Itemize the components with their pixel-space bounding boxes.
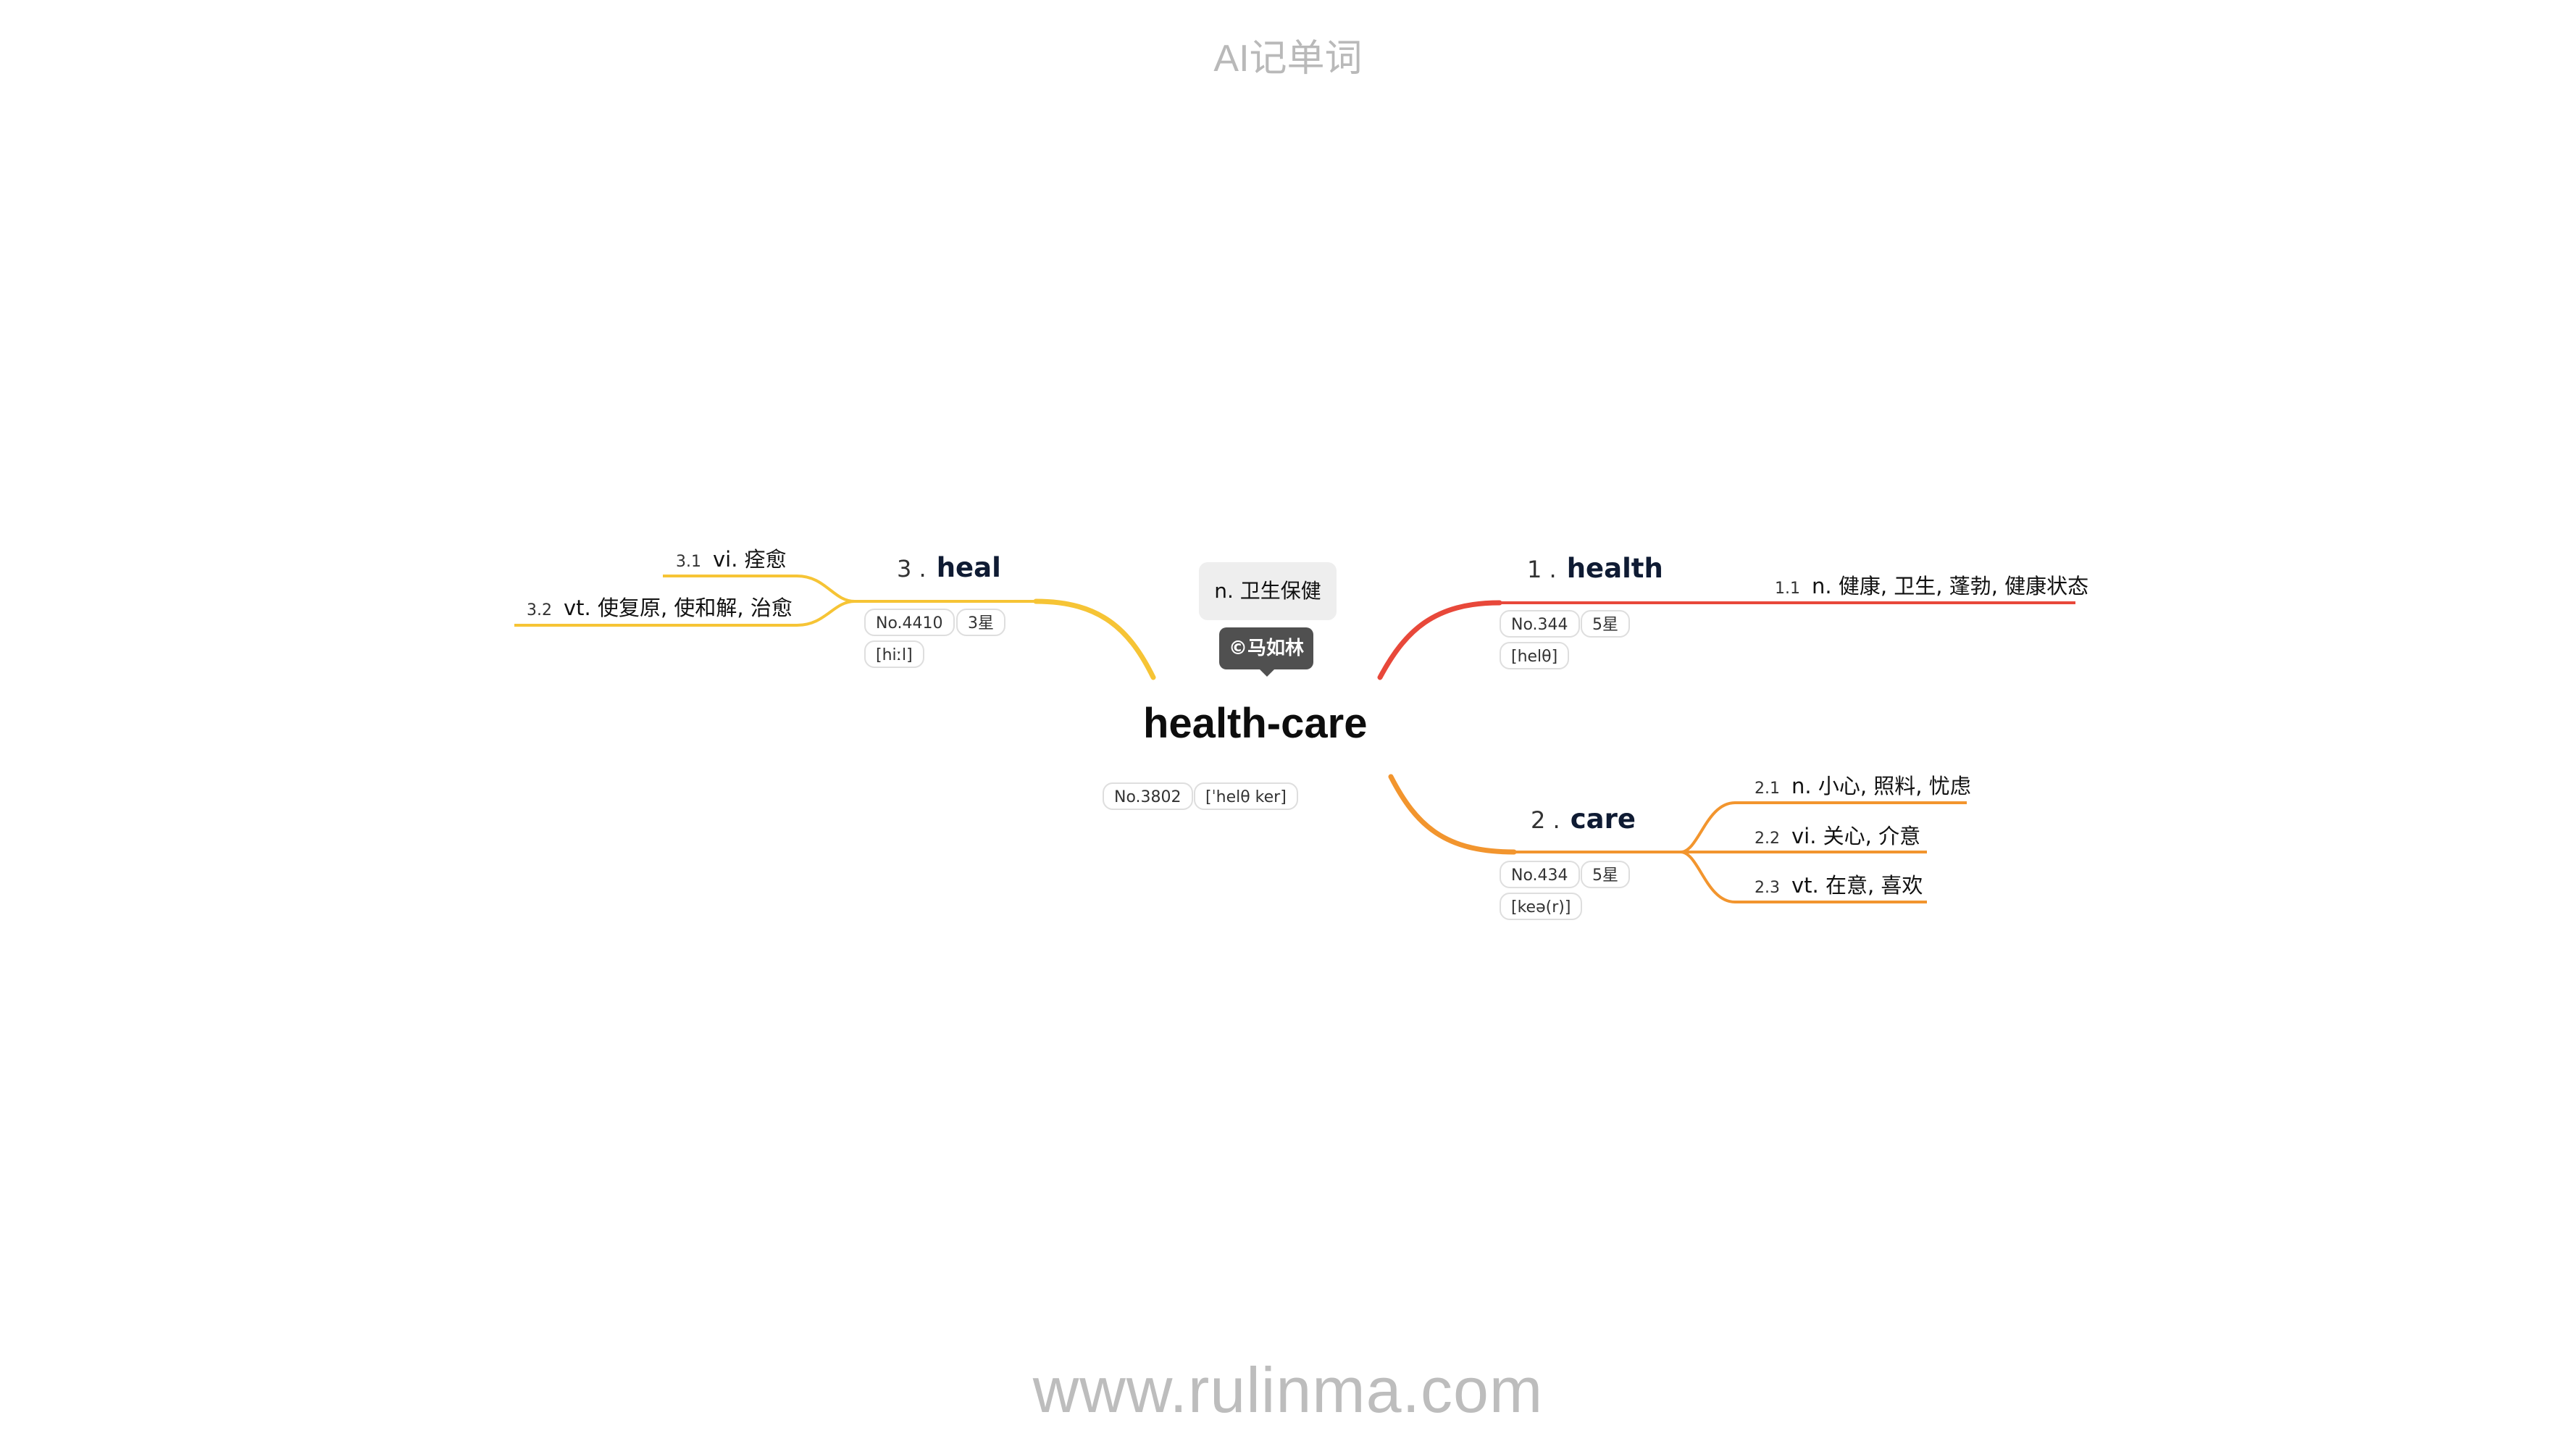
care-phonetic-tag: [keə(r)] bbox=[1500, 893, 1583, 920]
heal-phonetic-tag: [hiːl] bbox=[864, 640, 924, 668]
health-phonetic-tag: [helθ] bbox=[1500, 642, 1570, 669]
branch-index: 2 . bbox=[1531, 806, 1560, 834]
sense-text: vi. 关心, 介意 bbox=[1791, 824, 1921, 848]
branch-index: 1 . bbox=[1527, 556, 1557, 583]
sense-2-1[interactable]: 2.1 n. 小心, 照料, 忧虑 bbox=[1755, 769, 1971, 800]
sense-text: n. 小心, 照料, 忧虑 bbox=[1791, 774, 1971, 798]
author-badge: ©马如林 bbox=[1219, 627, 1313, 669]
sense-text: vt. 在意, 喜欢 bbox=[1791, 873, 1923, 898]
health-stars-tag: 5星 bbox=[1581, 610, 1630, 638]
care-number-tag: No.434 bbox=[1500, 861, 1580, 888]
link-center-heal bbox=[1033, 598, 1156, 680]
branch-care[interactable]: 2 . care bbox=[1531, 803, 1636, 835]
sense-number: 2.2 bbox=[1755, 830, 1780, 848]
center-phonetic-tag: [ˈhelθ ker] bbox=[1194, 782, 1298, 810]
sense-text: vi. 痊愈 bbox=[713, 547, 787, 572]
heal-stars-tag: 3星 bbox=[956, 609, 1005, 636]
link-heal-sense-3-1 bbox=[663, 575, 856, 603]
center-number-tag: No.3802 bbox=[1103, 782, 1193, 810]
link-care-sense-2-1 bbox=[1680, 801, 1967, 853]
health-number-tag: No.344 bbox=[1500, 610, 1580, 638]
sense-3-2[interactable]: 3.2 vt. 使复原, 使和解, 治愈 bbox=[527, 591, 793, 622]
sense-3-1[interactable]: 3.1 vi. 痊愈 bbox=[676, 543, 787, 573]
branch-health[interactable]: 1 . health bbox=[1527, 553, 1663, 584]
app-title: AI记单词 bbox=[1213, 38, 1363, 80]
sense-2-3[interactable]: 2.3 vt. 在意, 喜欢 bbox=[1755, 869, 1923, 899]
link-center-care bbox=[1388, 774, 1517, 855]
branch-word: heal bbox=[936, 552, 1001, 583]
branch-heal[interactable]: 3 . heal bbox=[897, 552, 1001, 583]
sense-number: 2.3 bbox=[1755, 879, 1780, 897]
link-care-sense-2-3 bbox=[1680, 851, 1927, 903]
author-badge-pointer bbox=[1258, 668, 1276, 677]
center-meaning: n. 卫生保健 bbox=[1199, 562, 1337, 620]
sense-number: 3.1 bbox=[676, 553, 701, 571]
link-center-health bbox=[1377, 600, 1502, 680]
sense-1-1[interactable]: 1.1 n. 健康, 卫生, 蓬勃, 健康状态 bbox=[1775, 569, 2088, 600]
sense-number: 1.1 bbox=[1775, 580, 1800, 598]
care-stars-tag: 5星 bbox=[1581, 861, 1630, 888]
branch-index: 3 . bbox=[897, 555, 927, 582]
branch-word: care bbox=[1570, 803, 1636, 835]
branch-word: health bbox=[1566, 553, 1663, 584]
sense-2-2[interactable]: 2.2 vi. 关心, 介意 bbox=[1755, 819, 1920, 850]
footer-url[interactable]: www.rulinma.com bbox=[1032, 1354, 1544, 1426]
link-heal-sense-3-2 bbox=[514, 600, 856, 627]
sense-number: 2.1 bbox=[1755, 780, 1780, 798]
center-word[interactable]: health-care bbox=[1143, 700, 1368, 747]
sense-number: 3.2 bbox=[527, 601, 552, 619]
heal-number-tag: No.4410 bbox=[864, 609, 955, 636]
sense-text: n. 健康, 卫生, 蓬勃, 健康状态 bbox=[1812, 574, 2089, 598]
sense-text: vt. 使复原, 使和解, 治愈 bbox=[564, 596, 793, 620]
